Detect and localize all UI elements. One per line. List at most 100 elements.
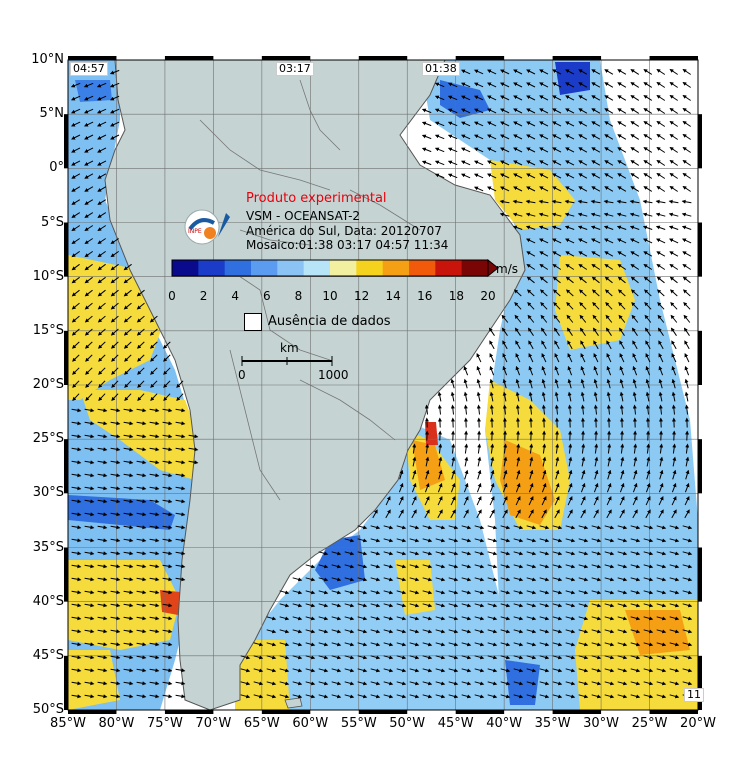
wind-arrow — [136, 408, 147, 413]
wind-arrow — [150, 380, 158, 388]
wind-arrow — [463, 391, 468, 402]
wind-arrow — [97, 186, 107, 192]
wind-arrow — [591, 160, 601, 166]
wind-arrow — [476, 495, 482, 506]
wind-arrow — [578, 289, 587, 297]
wind-arrow — [450, 391, 455, 402]
wind-arrow — [629, 199, 640, 204]
wind-arrow — [643, 147, 653, 153]
wind-arrow — [554, 482, 560, 493]
wind-arrow — [539, 251, 549, 257]
wind-arrow — [502, 495, 508, 506]
wind-arrow — [84, 199, 94, 205]
wind-arrow — [136, 538, 147, 543]
wind-arrow — [500, 538, 511, 543]
wind-arrow — [150, 354, 158, 362]
wind-arrow — [499, 160, 510, 166]
colorbar-segment — [461, 260, 489, 276]
wind-arrow — [632, 404, 637, 415]
wind-arrow — [554, 495, 560, 506]
wind-arrow — [617, 263, 627, 270]
wind-arrow — [357, 525, 368, 530]
wind-arrow — [490, 456, 495, 467]
wind-arrow — [97, 147, 107, 153]
wind-arrow — [385, 509, 391, 519]
longitude-label: 20°W — [680, 716, 716, 731]
wind-arrow — [668, 199, 679, 204]
wind-arrow — [566, 314, 574, 323]
wind-arrow — [175, 434, 186, 439]
wind-arrow — [565, 69, 575, 75]
wind-arrow — [632, 365, 638, 376]
wind-arrow — [149, 460, 160, 465]
wind-arrow — [630, 121, 640, 127]
wind-arrow — [84, 538, 95, 543]
wind-arrow — [97, 173, 107, 179]
title-line-2: América do Sul, Data: 20120707 — [246, 224, 442, 238]
wind-arrow — [591, 251, 601, 257]
wind-arrow — [630, 108, 640, 114]
wind-arrow — [110, 315, 119, 323]
wind-arrow — [110, 276, 119, 284]
wind-arrow — [593, 495, 599, 506]
wind-arrow — [539, 95, 549, 101]
wind-arrow — [477, 456, 482, 467]
wind-arrow — [486, 95, 497, 101]
wind-arrow — [642, 225, 653, 230]
wind-arrow — [632, 495, 638, 506]
wind-arrow — [175, 447, 186, 452]
wind-arrow — [150, 393, 158, 402]
wind-arrow — [578, 134, 588, 140]
colorbar — [171, 258, 499, 278]
wind-arrow — [477, 469, 482, 480]
wind-arrow — [450, 495, 456, 506]
wind-arrow — [644, 327, 651, 336]
wind-arrow — [529, 469, 534, 480]
wind-arrow — [460, 147, 471, 153]
wind-arrow — [590, 212, 601, 217]
wind-arrow — [655, 225, 666, 230]
wind-arrow — [476, 378, 481, 389]
wind-arrow — [473, 82, 484, 88]
wind-arrow — [97, 538, 108, 543]
wind-arrow — [683, 327, 690, 336]
wind-arrow — [97, 421, 108, 426]
wind-arrow — [592, 327, 599, 336]
frame-tick — [64, 655, 68, 710]
wind-arrow — [85, 380, 93, 388]
wind-arrow — [450, 482, 456, 493]
wind-arrow — [421, 160, 432, 166]
wind-arrow — [593, 391, 598, 402]
wind-arrow — [136, 289, 145, 297]
wind-arrow — [486, 173, 497, 179]
wind-arrow — [630, 69, 640, 75]
wind-arrow — [645, 391, 650, 402]
wind-arrow — [502, 365, 508, 376]
wind-arrow — [669, 133, 678, 140]
wind-arrow — [656, 120, 666, 127]
wind-arrow — [619, 365, 625, 376]
wind-arrow — [136, 486, 147, 491]
wind-arrow — [682, 120, 691, 127]
wind-arrow — [473, 173, 484, 179]
wind-arrow — [565, 173, 575, 179]
wind-arrow — [370, 525, 381, 530]
wind-arrow — [552, 160, 562, 166]
wind-arrow — [438, 469, 443, 480]
wind-arrow — [528, 352, 534, 363]
wind-arrow — [437, 509, 443, 519]
wind-arrow — [645, 509, 651, 519]
inpe-logo-icon: INPE — [184, 209, 230, 245]
latitude-label: 35°S — [32, 539, 64, 555]
wind-arrow — [643, 538, 654, 543]
wind-arrow — [476, 365, 482, 376]
frame-tick — [261, 56, 311, 60]
wind-arrow — [123, 499, 134, 504]
wind-arrow — [425, 456, 430, 467]
wind-arrow — [619, 404, 624, 415]
wind-arrow — [425, 443, 430, 454]
wind-arrow — [542, 456, 547, 467]
wind-arrow — [502, 378, 507, 389]
longitude-label: 40°W — [486, 716, 523, 731]
wind-arrow — [476, 352, 482, 363]
